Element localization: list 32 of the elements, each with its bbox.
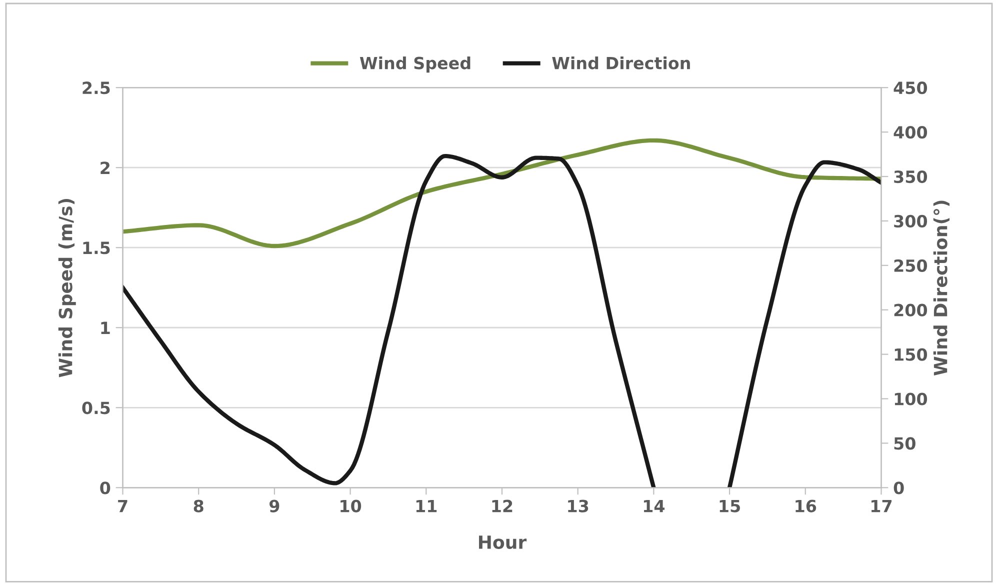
y2-tick-label: 150 <box>894 348 928 361</box>
legend-label: Wind Speed <box>360 56 470 73</box>
x-tick-label: 17 <box>872 500 892 512</box>
y2-axis-title: Wind Direction(°) <box>933 200 950 376</box>
y2-tick-label: 250 <box>894 259 928 272</box>
y-axis-title: Wind Speed (m/s) <box>58 198 76 378</box>
x-tick-label: 15 <box>720 500 740 512</box>
y2-tick-label: 200 <box>894 304 928 316</box>
y2-tick-label: 50 <box>894 437 916 450</box>
y2-tick-label: 450 <box>894 82 928 94</box>
y-tick-label: 2.5 <box>82 82 110 94</box>
x-tick-label: 12 <box>492 500 512 512</box>
y2-tick-label: 300 <box>894 214 928 228</box>
legend-label: Wind Direction <box>552 56 690 70</box>
y2-tick-label: 0 <box>894 482 904 494</box>
x-axis-title: Hour <box>479 536 527 549</box>
y-tick-label: 0.5 <box>82 402 110 414</box>
x-tick-label: 10 <box>340 500 362 512</box>
x-tick-label: 14 <box>644 500 665 512</box>
y2-tick-label: 100 <box>894 392 928 406</box>
x-tick-label: 16 <box>796 500 816 512</box>
y-tick-label: 2 <box>100 162 110 174</box>
y-tick-label: 1.5 <box>83 242 110 254</box>
x-tick-label: 11 <box>416 500 437 512</box>
x-tick-label: 7 <box>118 500 128 512</box>
y2-tick-label: 350 <box>894 170 928 184</box>
y-tick-label: 1 <box>101 322 110 334</box>
y2-tick-label: 400 <box>894 126 928 139</box>
x-tick-label: 8 <box>194 500 204 512</box>
y-tick-label: 0 <box>100 482 110 494</box>
x-tick-label: 9 <box>270 500 280 512</box>
x-tick-label: 13 <box>568 500 588 512</box>
